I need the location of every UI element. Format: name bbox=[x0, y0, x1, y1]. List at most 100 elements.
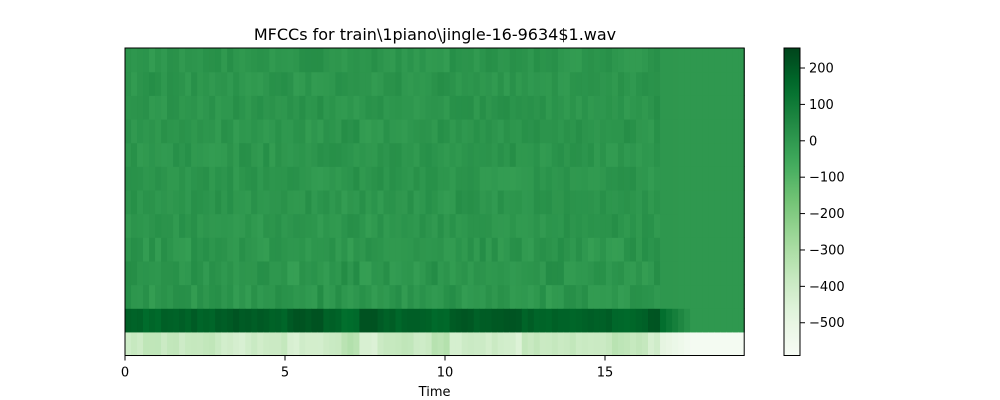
heatmap-cell bbox=[191, 95, 198, 120]
heatmap-cell bbox=[575, 95, 583, 120]
heatmap-cell bbox=[293, 95, 300, 120]
heatmap-cell bbox=[359, 189, 367, 215]
heatmap-cell bbox=[551, 142, 559, 167]
heatmap-cell bbox=[660, 71, 667, 96]
heatmap-cell bbox=[738, 189, 745, 215]
heatmap-cell bbox=[335, 237, 343, 262]
heatmap-cell bbox=[161, 308, 168, 333]
heatmap-cell bbox=[702, 166, 709, 191]
heatmap-cell bbox=[299, 308, 306, 333]
heatmap-cell bbox=[389, 284, 397, 309]
heatmap-cell bbox=[401, 308, 409, 333]
heatmap-cell bbox=[215, 189, 222, 215]
heatmap-cell bbox=[185, 48, 192, 73]
heatmap-cell bbox=[611, 95, 619, 120]
heatmap-cell bbox=[708, 95, 715, 120]
heatmap-cell bbox=[245, 308, 252, 333]
heatmap-cell bbox=[131, 284, 138, 309]
heatmap-cell bbox=[251, 118, 258, 144]
heatmap-cell bbox=[449, 95, 457, 120]
heatmap-cell bbox=[533, 118, 541, 144]
heatmap-cell bbox=[611, 166, 619, 191]
heatmap-cell bbox=[353, 213, 361, 238]
heatmap-cell bbox=[293, 213, 300, 238]
heatmap-cell bbox=[203, 284, 210, 309]
heatmap-cell bbox=[419, 331, 427, 357]
heatmap-cell bbox=[143, 166, 150, 191]
heatmap-cell bbox=[587, 71, 595, 96]
heatmap-cell bbox=[678, 118, 685, 144]
heatmap-cell bbox=[263, 189, 270, 215]
chart-title: MFCCs for train\1piano\jingle-16-9634$1.… bbox=[254, 25, 616, 44]
heatmap-cell bbox=[173, 284, 180, 309]
heatmap-cell bbox=[395, 189, 403, 215]
heatmap-cell bbox=[635, 142, 643, 167]
heatmap-cell bbox=[714, 71, 721, 96]
heatmap-cell bbox=[660, 260, 667, 286]
heatmap-cell bbox=[347, 308, 355, 333]
heatmap-cell bbox=[221, 237, 228, 262]
heatmap-cell bbox=[203, 331, 210, 357]
heatmap-cell bbox=[347, 331, 355, 357]
heatmap-cell bbox=[335, 118, 343, 144]
heatmap-cell bbox=[197, 331, 204, 357]
heatmap-cell bbox=[678, 71, 685, 96]
heatmap-cell bbox=[293, 166, 300, 191]
heatmap-cell bbox=[678, 237, 685, 262]
heatmap-cell bbox=[245, 260, 252, 286]
heatmap-cell bbox=[209, 213, 216, 238]
heatmap-cell bbox=[365, 189, 373, 215]
heatmap-cell bbox=[533, 308, 541, 333]
heatmap-cell bbox=[353, 166, 361, 191]
heatmap-cell bbox=[491, 308, 499, 333]
heatmap-cell bbox=[323, 189, 330, 215]
heatmap-cell bbox=[461, 308, 469, 333]
colorbar-tick-label: −200 bbox=[809, 207, 845, 222]
heatmap-cell bbox=[684, 213, 691, 238]
heatmap-cell bbox=[690, 237, 697, 262]
heatmap-cell bbox=[599, 118, 607, 144]
heatmap-cell bbox=[203, 213, 210, 238]
heatmap-cell bbox=[287, 95, 294, 120]
heatmap-cell bbox=[629, 142, 637, 167]
heatmap-cell bbox=[149, 166, 156, 191]
heatmap-cell bbox=[155, 118, 162, 144]
heatmap-cell bbox=[527, 189, 535, 215]
heatmap-cell bbox=[581, 166, 589, 191]
heatmap-cell bbox=[587, 189, 595, 215]
heatmap-cell bbox=[281, 213, 288, 238]
heatmap-cell bbox=[419, 260, 427, 286]
heatmap-cell bbox=[389, 118, 397, 144]
heatmap-cell bbox=[660, 213, 667, 238]
heatmap-cell bbox=[179, 284, 186, 309]
heatmap-cell bbox=[521, 284, 529, 309]
heatmap-cell bbox=[443, 331, 451, 357]
colorbar-tick-label: −100 bbox=[809, 171, 845, 186]
heatmap-cell bbox=[299, 260, 306, 286]
heatmap-cell bbox=[221, 71, 228, 96]
heatmap-cell bbox=[197, 260, 204, 286]
heatmap-cell bbox=[678, 260, 685, 286]
heatmap-cell bbox=[696, 71, 703, 96]
heatmap-cell bbox=[587, 118, 595, 144]
heatmap-cell bbox=[419, 213, 427, 238]
heatmap-cell bbox=[732, 308, 739, 333]
heatmap-cell bbox=[479, 95, 487, 120]
heatmap-cell bbox=[581, 189, 589, 215]
heatmap-cell bbox=[203, 260, 210, 286]
heatmap-cell bbox=[263, 331, 270, 357]
heatmap-cell bbox=[599, 48, 607, 73]
heatmap-cell bbox=[371, 308, 379, 333]
heatmap-cell bbox=[221, 213, 228, 238]
heatmap-cell bbox=[437, 118, 445, 144]
heatmap-cell bbox=[684, 284, 691, 309]
heatmap-cell bbox=[227, 48, 234, 73]
heatmap-cell bbox=[455, 142, 463, 167]
heatmap-cell bbox=[467, 142, 475, 167]
heatmap-cell bbox=[515, 71, 523, 96]
heatmap-cell bbox=[359, 48, 367, 73]
heatmap-cell bbox=[425, 284, 433, 309]
heatmap-cell bbox=[479, 71, 487, 96]
heatmap-cell bbox=[257, 95, 264, 120]
heatmap-cell bbox=[467, 189, 475, 215]
